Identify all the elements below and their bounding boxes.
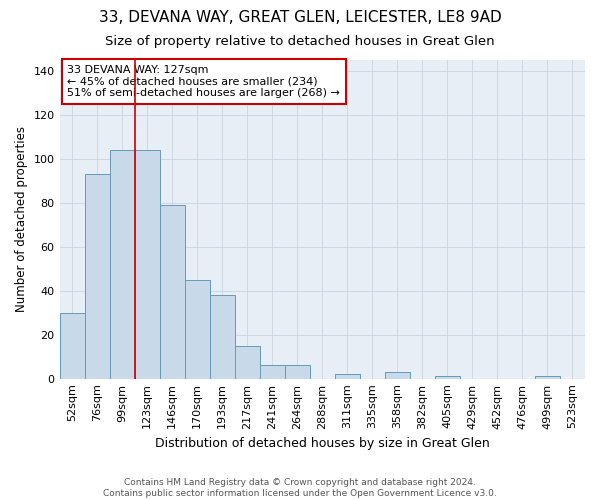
Y-axis label: Number of detached properties: Number of detached properties (15, 126, 28, 312)
Bar (235, 346, 260, 378)
Text: Size of property relative to detached houses in Great Glen: Size of property relative to detached ho… (105, 35, 495, 48)
Text: 33, DEVANA WAY, GREAT GLEN, LEICESTER, LE8 9AD: 33, DEVANA WAY, GREAT GLEN, LEICESTER, L… (98, 10, 502, 25)
X-axis label: Distribution of detached houses by size in Great Glen: Distribution of detached houses by size … (155, 437, 490, 450)
Bar (85, 174, 110, 378)
Bar (260, 366, 285, 378)
Bar (59, 312, 85, 378)
Bar (535, 376, 560, 378)
Text: 33 DEVANA WAY: 127sqm
← 45% of detached houses are smaller (234)
51% of semi-det: 33 DEVANA WAY: 127sqm ← 45% of detached … (67, 65, 340, 98)
Bar (285, 366, 310, 378)
Bar (209, 295, 235, 378)
Bar (335, 374, 360, 378)
Bar (185, 280, 209, 378)
Bar (435, 376, 460, 378)
Bar (134, 150, 160, 378)
Bar (385, 372, 410, 378)
Bar (160, 205, 185, 378)
Bar (110, 150, 134, 378)
Text: Contains HM Land Registry data © Crown copyright and database right 2024.
Contai: Contains HM Land Registry data © Crown c… (103, 478, 497, 498)
